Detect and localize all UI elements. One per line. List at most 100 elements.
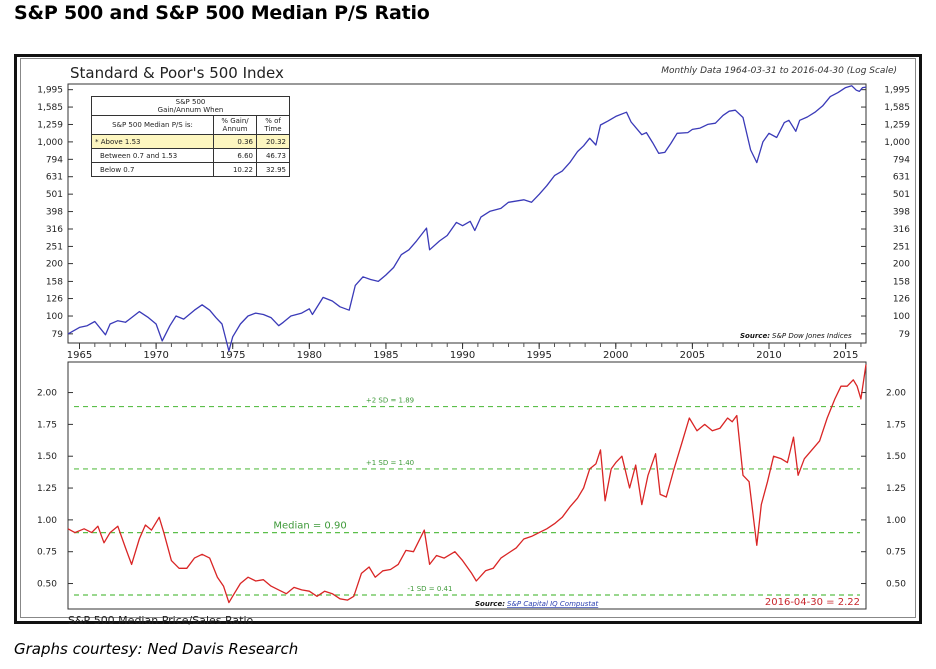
page-title: S&P 500 and S&P 500 Median P/S Ratio [14, 2, 430, 24]
table-title-line1: S&P 500 [175, 98, 206, 106]
sp500-y-tick-label-left: 251 [46, 242, 63, 252]
ps-ratio-y-tick-label-left: 0.50 [37, 580, 57, 590]
sp500-chart-subtitle: Monthly Data 1964-03-31 to 2016-04-30 (L… [661, 66, 897, 76]
sp500-y-tick-label-right: 1,995 [884, 86, 910, 96]
ps-ratio-series-line [67, 364, 867, 604]
sp500-y-tick-label-right: 631 [893, 173, 910, 183]
sp500-y-tick-label-right: 251 [893, 242, 910, 252]
reference-line-label: +1 SD = 1.40 [366, 459, 414, 467]
sp500-y-tick-label-left: 100 [46, 312, 63, 322]
ps-ratio-y-tick-label-right: 1.75 [886, 420, 906, 430]
ps-ratio-y-tick-label-left: 1.25 [37, 484, 57, 494]
sp500-y-tick-label-right: 398 [893, 208, 910, 218]
sp500-y-tick-label-right: 200 [893, 260, 910, 270]
ps-ratio-reference-lines: +2 SD = 1.89 +1 SD = 1.40 Median = 0.90 -1 … [74, 397, 860, 596]
sp500-y-tick-label-left: 1,259 [37, 120, 63, 130]
sp500-plot-area [67, 83, 867, 344]
table-cell-time: 46.73 [256, 148, 290, 163]
ps-ratio-y-tick-label-right: 0.75 [886, 548, 906, 558]
sp500-y-tick-label-right: 1,259 [884, 120, 910, 130]
sp500-y-axis: 1,995 1,995 1,585 1,585 1,259 1,259 1,000 1,000… [37, 86, 910, 340]
sp500-y-tick-label-left: 1,000 [37, 138, 63, 148]
ps-ratio-plot-area [67, 361, 867, 610]
sp500-y-tick-label-left: 1,995 [37, 86, 63, 96]
ps-ratio-y-tick-label-left: 1.75 [37, 420, 57, 430]
table-cell-time: 20.32 [256, 134, 290, 149]
ps-ratio-y-tick-label-right: 0.50 [886, 580, 906, 590]
table-row: Between 0.7 and 1.53 6.60 46.73 [91, 148, 290, 163]
sp500-y-tick-label-left: 79 [52, 330, 64, 340]
sp500-y-tick-label-right: 1,585 [884, 103, 910, 113]
ps-ratio-y-tick-label-left: 0.75 [37, 548, 57, 558]
ps-ratio-y-tick-label-right: 1.25 [886, 484, 906, 494]
sp500-y-tick-label-left: 501 [46, 190, 63, 200]
sp500-y-tick-label-left: 398 [46, 208, 63, 218]
year-tick-label: 1980 [297, 350, 322, 361]
table-cell-condition: Between 0.7 and 1.53 [91, 148, 214, 163]
table-row: * Above 1.53 0.36 20.32 [91, 134, 290, 149]
ps-ratio-y-axis: 2.00 2.00 1.75 1.75 1.50 1.50 1.25 1.25 1.00 1.00… [37, 389, 906, 590]
sp500-x-axis: 1965 1970 1975 1980 1985 1990 1995 2000 2005 2010… [67, 343, 862, 361]
table-cell-gain: 6.60 [213, 148, 257, 163]
ps-ratio-y-tick-label-right: 1.00 [886, 516, 906, 526]
reference-line-label: +2 SD = 1.89 [366, 397, 414, 405]
ps-ratio-y-tick-label-right: 2.00 [886, 389, 906, 399]
sp500-y-tick-label-right: 1,000 [884, 138, 910, 148]
sp500-y-tick-label-right: 794 [893, 155, 910, 165]
gain-per-annum-table: S&P 500 Gain/Annum When S&P 500 Median P… [91, 96, 290, 177]
ps-ratio-chart: +2 SD = 1.89 +1 SD = 1.40 Median = 0.90 -1 … [37, 361, 906, 627]
image-credit: Graphs courtesy: Ned Davis Research [14, 640, 299, 658]
year-tick-label: 2000 [603, 350, 628, 361]
table-header-gain: % Gain/ Annum [213, 115, 257, 135]
year-tick-label: 2010 [756, 350, 781, 361]
sp500-y-tick-label-left: 126 [46, 295, 63, 305]
reference-line-label: -1 SD = 0.41 [408, 585, 453, 593]
sp500-series-line [67, 85, 867, 352]
sp500-y-tick-label-right: 79 [899, 330, 911, 340]
table-title-line2: Gain/Annum When [157, 106, 224, 114]
sp500-y-tick-label-left: 200 [46, 260, 63, 270]
sp500-source-label: Source: [740, 332, 770, 340]
year-tick-label: 2015 [833, 350, 858, 361]
table-cell-condition: * Above 1.53 [91, 134, 214, 149]
chart-inner-border [20, 58, 916, 618]
ps-ratio-y-tick-label-left: 1.50 [37, 452, 57, 462]
ps-ratio-y-tick-label-right: 1.50 [886, 452, 906, 462]
sp500-source-text: S&P Dow Jones Indices [772, 332, 852, 340]
ps-ratio-chart-title: S&P 500 Median Price/Sales Ratio [68, 614, 254, 627]
ps-ratio-latest-value: 2016-04-30 = 2.22 [765, 597, 860, 608]
sp500-chart-title: Standard & Poor's 500 Index [70, 64, 284, 82]
sp500-y-tick-label-right: 316 [893, 225, 910, 235]
ps-ratio-y-tick-label-left: 1.00 [37, 516, 57, 526]
year-tick-label: 1985 [373, 350, 398, 361]
reference-line-label: Median = 0.90 [273, 521, 346, 532]
ps-ratio-y-tick-label-left: 2.00 [37, 389, 57, 399]
table-cell-gain: 10.22 [213, 162, 257, 177]
table-cell-time: 32.95 [256, 162, 290, 177]
year-tick-label: 1990 [450, 350, 475, 361]
sp500-y-tick-label-right: 158 [893, 277, 910, 287]
year-tick-label: 1995 [526, 350, 551, 361]
sp500-chart: Standard & Poor's 500 Index Monthly Data… [37, 64, 910, 361]
table-row: Below 0.7 10.22 32.95 [91, 162, 290, 177]
table-header-condition: S&P 500 Median P/S is: [91, 115, 214, 135]
year-tick-label: 2005 [680, 350, 705, 361]
table-header-time: % of Time [256, 115, 290, 135]
sp500-y-tick-label-right: 501 [893, 190, 910, 200]
year-tick-label: 1975 [220, 350, 245, 361]
ps-ratio-source-link[interactable]: S&P Capital IQ Compustat [507, 600, 598, 608]
sp500-y-tick-label-right: 100 [893, 312, 910, 322]
sp500-y-tick-label-left: 631 [46, 173, 63, 183]
sp500-y-tick-label-left: 1,585 [37, 103, 63, 113]
table-cell-condition: Below 0.7 [91, 162, 214, 177]
sp500-y-tick-label-right: 126 [893, 295, 910, 305]
ps-ratio-source-label: Source: [475, 600, 505, 608]
table-header-row: S&P 500 Median P/S is: % Gain/ Annum % o… [91, 115, 290, 135]
year-tick-label: 1965 [67, 350, 92, 361]
sp500-y-tick-label-left: 316 [46, 225, 63, 235]
table-cell-gain: 0.36 [213, 134, 257, 149]
sp500-y-tick-label-left: 158 [46, 277, 63, 287]
year-tick-label: 1970 [143, 350, 168, 361]
sp500-y-tick-label-left: 794 [46, 155, 63, 165]
